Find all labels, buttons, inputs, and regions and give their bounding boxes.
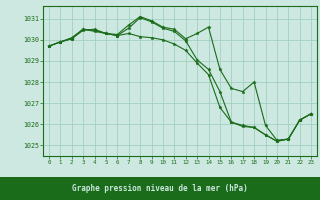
Text: Graphe pression niveau de la mer (hPa): Graphe pression niveau de la mer (hPa) [72,184,248,193]
